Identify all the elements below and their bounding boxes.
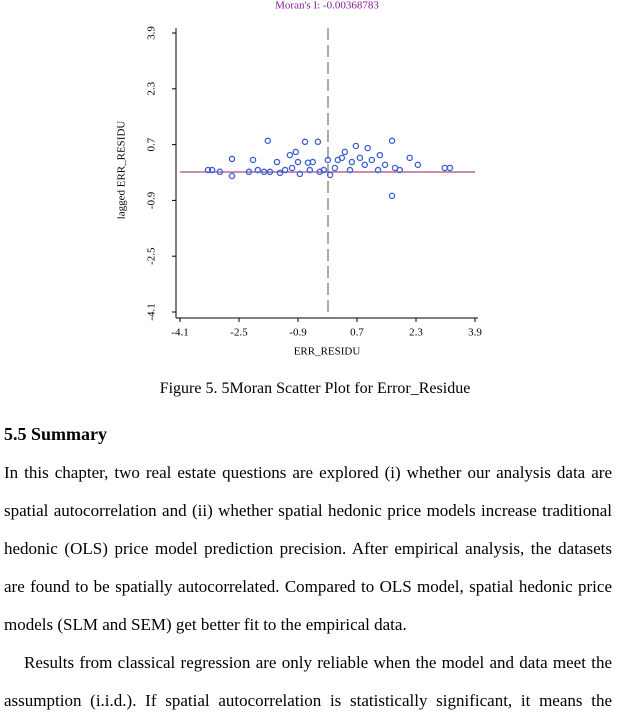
point xyxy=(264,137,272,145)
point xyxy=(441,164,449,172)
paragraph: In this chapter, two real estate questio… xyxy=(4,463,612,634)
point xyxy=(292,148,300,156)
point xyxy=(341,148,349,156)
x-tick-label: -4.1 xyxy=(171,327,188,339)
point xyxy=(266,168,274,176)
point xyxy=(208,166,216,174)
x-tick-label: -2.5 xyxy=(230,327,248,339)
point xyxy=(204,166,212,174)
point xyxy=(245,168,253,176)
point xyxy=(376,151,384,159)
y-tick-label: 2.3 xyxy=(146,81,158,95)
point xyxy=(288,164,296,172)
point xyxy=(388,192,396,200)
point xyxy=(301,138,309,146)
point xyxy=(364,144,371,152)
point xyxy=(381,161,389,169)
point xyxy=(348,158,356,166)
point xyxy=(326,171,334,179)
point xyxy=(356,154,364,162)
figure-caption: Figure 5. 5Moran Scatter Plot for Error_… xyxy=(159,380,471,397)
point xyxy=(260,168,268,176)
x-axis-label: ERR_RESIDU xyxy=(294,346,361,358)
y-tick-label: 3.9 xyxy=(146,26,158,40)
point xyxy=(273,158,281,166)
x-tick-label: 0.7 xyxy=(350,327,364,339)
x-tick-label: -0.9 xyxy=(289,327,307,339)
y-tick-label: -4.1 xyxy=(146,303,158,320)
point xyxy=(314,138,322,146)
point xyxy=(406,154,413,162)
section-heading: 5.5 Summary xyxy=(4,424,107,444)
y-tick-label: 0.7 xyxy=(146,137,158,151)
point xyxy=(396,166,404,174)
point xyxy=(338,154,346,162)
point xyxy=(254,166,262,174)
point xyxy=(368,156,375,164)
chart-title: Moran's I: -0.00368783 xyxy=(275,0,379,12)
point xyxy=(228,155,236,163)
point xyxy=(296,170,304,178)
y-tick-label: -2.5 xyxy=(146,247,158,265)
point xyxy=(414,161,422,169)
x-tick-label: 2.3 xyxy=(409,327,423,339)
point xyxy=(309,158,316,166)
point xyxy=(286,151,294,159)
chart: Moran's I: -0.00368783 ERR_RESIDU lagged… xyxy=(116,0,483,358)
point xyxy=(324,156,332,164)
paragraph: Results from classical regression are on… xyxy=(4,653,612,710)
point xyxy=(216,168,224,176)
point xyxy=(249,156,257,164)
point xyxy=(352,142,360,150)
point xyxy=(320,166,328,174)
point xyxy=(276,169,284,177)
point xyxy=(374,166,382,174)
point xyxy=(294,158,302,166)
x-tick-label: 3.9 xyxy=(468,327,482,339)
point xyxy=(281,166,289,174)
point xyxy=(388,137,396,145)
point xyxy=(446,164,454,172)
point xyxy=(306,166,314,174)
point xyxy=(228,172,236,180)
point xyxy=(361,161,368,169)
point xyxy=(346,166,354,174)
point xyxy=(331,164,339,172)
y-axis-label: lagged ERR_RESIDU xyxy=(116,121,128,220)
y-tick-label: -0.9 xyxy=(146,191,158,209)
